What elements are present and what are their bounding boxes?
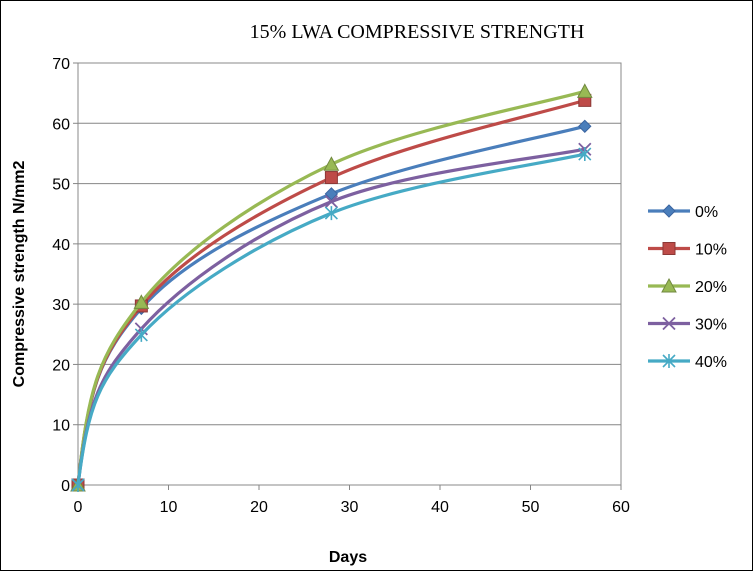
legend-marker [662,242,676,255]
chart-title: 15% LWA COMPRESSIVE STRENGTH [250,21,585,43]
data-point [134,327,148,342]
data-point [324,171,338,185]
data-point [323,156,340,171]
legend-item: 0% [648,204,718,221]
legend: 0% 10% 20% 30% 40% [648,204,727,371]
series-line [76,89,586,486]
y-tick-label: 50 [52,177,70,194]
legend-item: 20% [648,277,727,296]
x-tick-label: 40 [431,499,449,516]
legend-item: 40% [648,354,727,371]
plot-area [77,62,622,486]
legend-label: 0% [695,204,718,221]
data-point [133,294,150,309]
legend-label: 10% [695,242,727,259]
data-point [324,195,339,209]
gridlines [78,62,621,486]
series-line [76,152,586,486]
y-tick-label: 0 [61,478,70,495]
data-point [576,83,593,98]
x-tick-label: 30 [341,499,359,516]
x-tick-label: 10 [160,499,178,516]
data-point [324,206,338,221]
y-axis-ticks: 0 10 20 30 40 50 60 70 [52,56,78,495]
legend-item: 30% [648,317,727,334]
data-point [578,119,592,134]
y-tick-label: 60 [52,116,70,133]
legend-marker [661,277,677,293]
y-tick-label: 30 [52,297,70,314]
y-axis-title: Compressive strength N/mm2 [11,161,28,388]
series-line [76,147,586,486]
x-tick-label: 60 [612,499,630,516]
x-tick-label: 0 [74,499,83,516]
series-20pct [70,83,593,492]
legend-label: 40% [695,354,727,371]
x-tick-label: 20 [250,499,268,516]
legend-label: 20% [695,279,727,296]
y-tick-label: 20 [52,357,70,374]
y-tick-label: 10 [52,418,70,435]
x-axis-ticks: 0 10 20 30 40 50 60 [74,485,630,516]
legend-item: 10% [648,242,727,259]
legend-marker [662,316,676,331]
legend-label: 30% [695,317,727,334]
y-tick-label: 40 [52,237,70,254]
series-group [70,83,593,492]
legend-marker [662,204,676,218]
x-axis-title: Days [329,549,367,566]
data-point [71,478,85,492]
legend-marker [662,354,676,368]
data-point [578,147,592,162]
series-40pct [71,147,592,492]
x-tick-label: 50 [522,499,540,516]
y-tick-label: 70 [52,56,70,73]
data-point [324,187,339,201]
